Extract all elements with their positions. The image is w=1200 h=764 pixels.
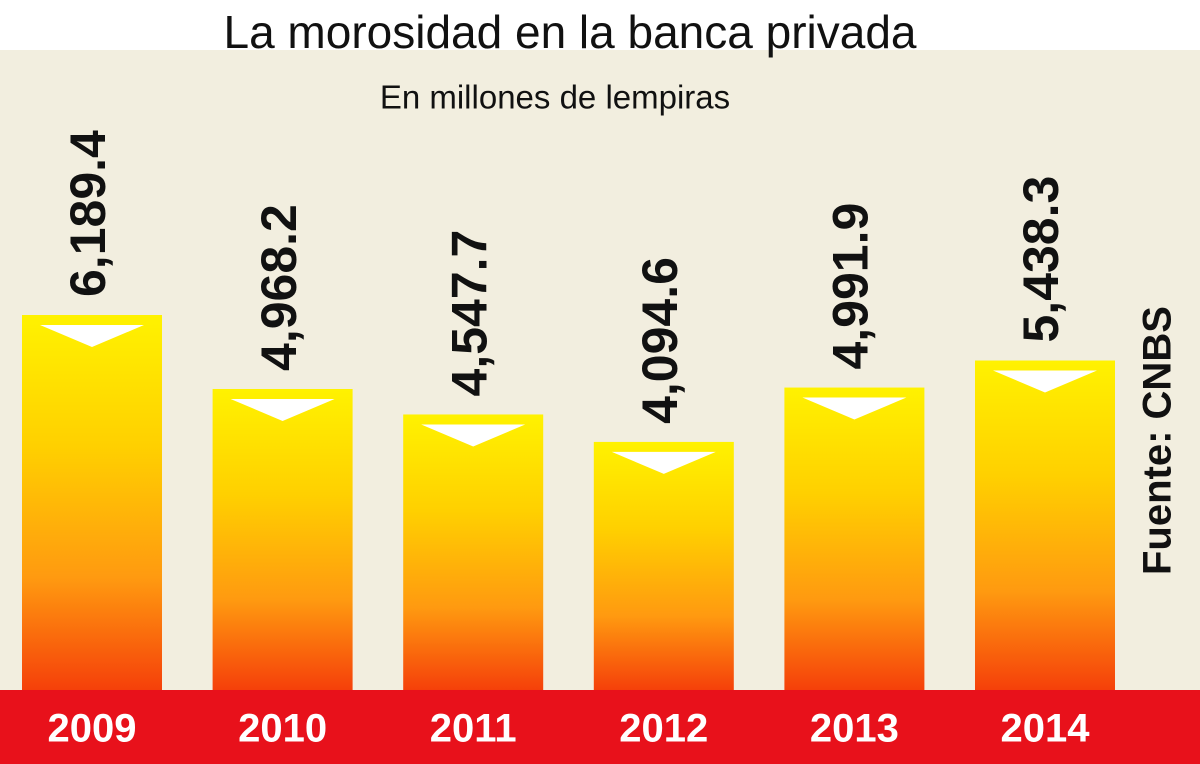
bar [212,388,353,690]
bar [593,441,734,690]
bar-notch [230,398,335,421]
chart-title: La morosidad en la banca privada [223,6,916,58]
bar-notch [802,397,907,420]
bar [22,315,162,690]
value-label: 6,189.4 [60,130,116,297]
x-tick-label: 2012 [619,707,708,751]
value-label: 5,438.3 [1013,176,1069,343]
bar-notch [993,370,1097,393]
source-note: Fuente: CNBS [1136,306,1180,575]
value-label: 4,547.7 [441,230,497,397]
value-label: 4,094.6 [632,257,688,424]
bar-notch [40,325,144,347]
bar-notch [421,424,526,447]
x-tick-label: 2013 [810,707,899,751]
chart-subtitle: En millones de lempiras [380,79,730,116]
x-tick-label: 2011 [430,707,517,751]
bar [975,360,1115,690]
value-label: 4,991.9 [823,203,879,370]
x-tick-label: 2010 [238,707,327,751]
category-band [0,690,1200,764]
x-tick-label: 2009 [48,707,137,751]
bar-notch [611,451,716,474]
value-label: 4,968.2 [251,204,307,371]
bar [784,387,925,690]
bar [403,414,544,690]
x-tick-label: 2014 [1001,707,1091,751]
